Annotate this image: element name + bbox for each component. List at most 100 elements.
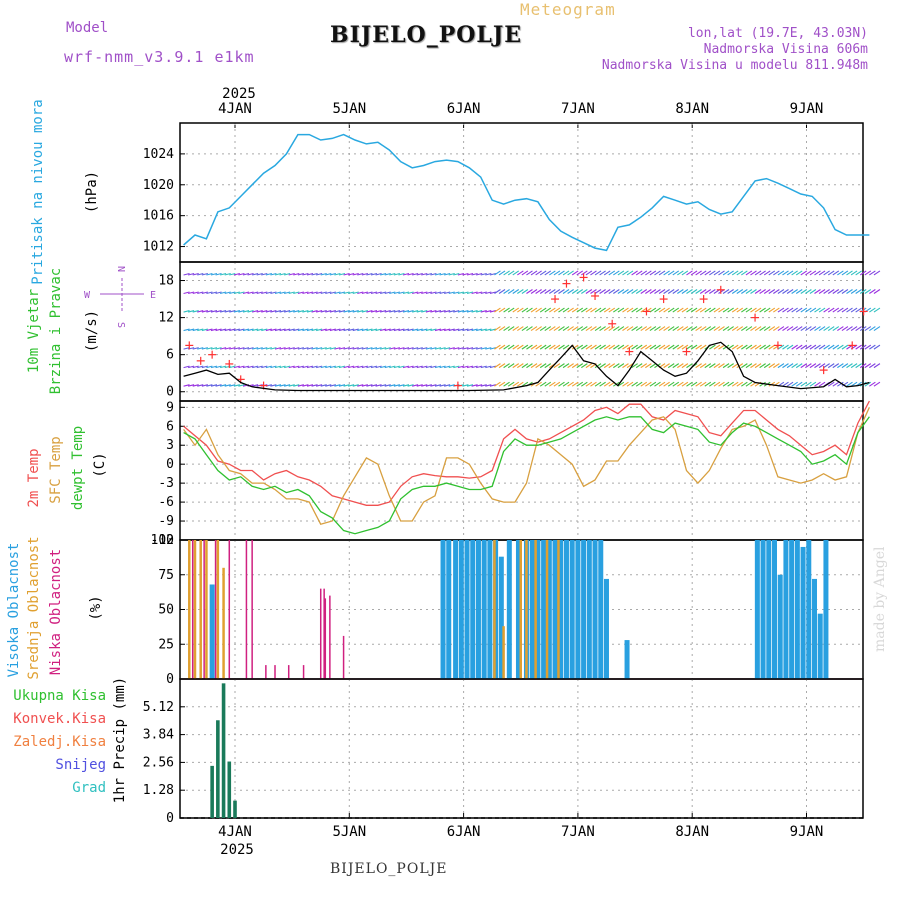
wind-barb bbox=[869, 344, 876, 350]
wind-barb bbox=[444, 365, 451, 369]
wind-barb bbox=[617, 381, 625, 387]
wind-barb bbox=[736, 326, 744, 332]
wind-barb bbox=[210, 328, 218, 332]
y-tick-label: -12 bbox=[151, 533, 174, 548]
low-cloud-bar bbox=[245, 540, 248, 679]
wind-barb bbox=[412, 365, 419, 369]
wind-barb bbox=[297, 384, 304, 387]
wind-barb bbox=[635, 289, 643, 294]
wind-barb bbox=[201, 365, 208, 369]
wind-barb bbox=[544, 289, 552, 294]
wind-barb bbox=[686, 381, 693, 387]
wind-barb bbox=[832, 289, 840, 294]
wind-barb bbox=[677, 307, 684, 313]
wind-barb bbox=[544, 381, 552, 387]
wind-barb bbox=[631, 289, 638, 294]
wind-barb bbox=[507, 289, 515, 294]
wind-barb bbox=[476, 328, 483, 332]
wind-barb bbox=[265, 347, 272, 350]
wind-barb bbox=[581, 270, 588, 276]
wind-barb bbox=[183, 365, 190, 369]
wind-barb bbox=[288, 384, 295, 387]
wind-barb bbox=[215, 365, 222, 369]
wind-barb bbox=[279, 365, 286, 369]
wind-barb bbox=[370, 272, 378, 276]
wind-barb bbox=[745, 270, 753, 276]
wind-barb bbox=[352, 328, 359, 332]
wind-barb bbox=[311, 272, 318, 276]
wind-barb bbox=[370, 310, 378, 313]
wind-barb bbox=[718, 344, 725, 350]
wind-barb bbox=[539, 344, 547, 350]
wind-barb bbox=[699, 344, 707, 350]
wind-barb bbox=[398, 310, 405, 313]
wind-barb bbox=[389, 272, 396, 276]
wind-barb bbox=[334, 310, 341, 313]
wind-barb bbox=[731, 270, 739, 276]
wind-barb bbox=[343, 328, 350, 332]
panel-frame bbox=[179, 261, 864, 402]
wind-barb bbox=[686, 344, 693, 350]
wind-barb bbox=[677, 270, 684, 276]
mid-cloud-bar bbox=[199, 540, 202, 679]
wind-barb bbox=[311, 291, 318, 295]
wind-barb bbox=[539, 326, 547, 332]
wind-barb bbox=[462, 310, 469, 313]
wind-barb bbox=[498, 289, 506, 294]
wind-barb bbox=[645, 381, 652, 387]
meteogram-title: Meteogram bbox=[520, 0, 616, 19]
wind-barb bbox=[786, 381, 794, 387]
y-tick-label: 0 bbox=[166, 457, 174, 472]
wind-barb bbox=[855, 326, 862, 332]
wind-barb bbox=[284, 347, 291, 350]
y-tick-label: -3 bbox=[158, 476, 174, 491]
wind-barb bbox=[206, 347, 213, 350]
wind-barb bbox=[713, 363, 721, 369]
wind-barb bbox=[773, 363, 780, 369]
y-tick-label: 50 bbox=[158, 603, 174, 618]
wind-barb bbox=[393, 272, 401, 276]
wind-barb bbox=[503, 307, 510, 313]
wind-barb bbox=[517, 270, 524, 276]
wind-barb bbox=[416, 347, 423, 350]
wind-barb bbox=[791, 344, 798, 350]
wind-barb bbox=[768, 270, 776, 276]
wind-barb bbox=[503, 381, 510, 387]
wind-barb bbox=[247, 310, 254, 313]
wind-barb bbox=[210, 347, 218, 350]
wind-barb bbox=[837, 363, 844, 369]
wind-barb bbox=[183, 310, 190, 313]
wind-barb bbox=[827, 270, 835, 276]
wind-barb bbox=[768, 289, 776, 294]
wind-barb bbox=[188, 384, 195, 387]
wind-barb bbox=[649, 363, 657, 369]
wind-barb bbox=[608, 363, 616, 369]
wind-barb bbox=[389, 384, 396, 387]
wind-barb bbox=[635, 363, 643, 369]
wind-barb bbox=[306, 347, 314, 350]
wind-barb bbox=[334, 272, 341, 276]
wind-barb bbox=[841, 270, 849, 276]
top-year-label: 2025 bbox=[222, 86, 256, 102]
wind-barb bbox=[695, 363, 702, 369]
wind-barb bbox=[581, 307, 588, 313]
wind-barb bbox=[361, 272, 369, 276]
wind-barb bbox=[585, 344, 593, 350]
wind-barb bbox=[233, 347, 240, 350]
wind-barb bbox=[434, 310, 442, 313]
wind-barb bbox=[640, 270, 648, 276]
wind-barb bbox=[594, 270, 602, 276]
wind-barb bbox=[306, 365, 314, 369]
wind-barb bbox=[220, 310, 227, 313]
wind-barb bbox=[238, 291, 245, 295]
wind-barb bbox=[188, 272, 195, 276]
wind-barb bbox=[453, 365, 460, 369]
wind-barb bbox=[622, 326, 629, 332]
wind-barb bbox=[270, 347, 277, 350]
wind-barb bbox=[320, 291, 327, 295]
wind-barb bbox=[224, 272, 231, 276]
wind-barb bbox=[476, 384, 483, 387]
wind-barb bbox=[622, 289, 629, 294]
wind-barb bbox=[233, 328, 240, 332]
wind-barb bbox=[329, 310, 337, 313]
